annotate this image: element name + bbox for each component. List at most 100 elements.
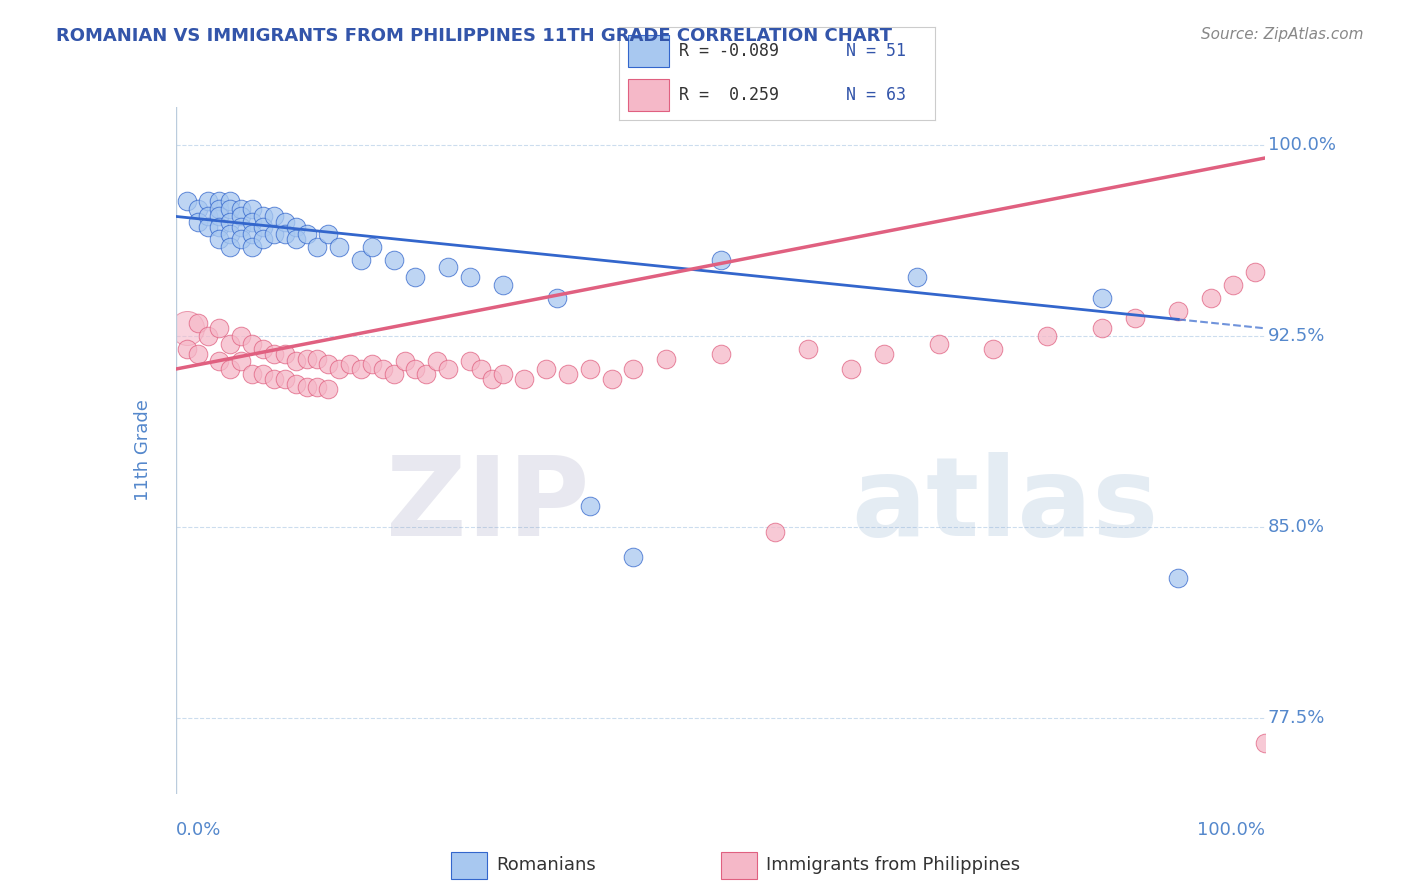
Point <box>252 232 274 246</box>
Point <box>328 240 350 254</box>
Point <box>318 357 340 371</box>
Text: 100.0%: 100.0% <box>1268 136 1336 154</box>
Point <box>405 362 427 376</box>
Point <box>350 362 373 376</box>
Point <box>841 362 863 376</box>
Point <box>1243 265 1265 279</box>
Point <box>492 278 515 293</box>
Point <box>284 354 307 368</box>
Text: ZIP: ZIP <box>387 452 591 559</box>
Point <box>231 210 253 224</box>
Point <box>176 194 198 209</box>
Point <box>219 240 242 254</box>
Point <box>339 357 361 371</box>
Text: R = -0.089: R = -0.089 <box>679 42 779 60</box>
Text: 92.5%: 92.5% <box>1268 327 1324 345</box>
Text: Romanians: Romanians <box>496 856 596 874</box>
Point <box>186 202 209 216</box>
Point <box>208 232 231 246</box>
Point <box>208 354 231 368</box>
Point <box>1123 311 1146 326</box>
Point <box>274 214 297 228</box>
Point <box>208 219 231 234</box>
Point <box>621 550 644 565</box>
Point <box>371 362 394 376</box>
Point <box>579 500 602 514</box>
Point <box>231 219 253 234</box>
Point <box>240 240 263 254</box>
FancyBboxPatch shape <box>628 79 669 111</box>
Point <box>546 291 568 305</box>
Point <box>186 214 209 228</box>
Point <box>231 354 253 368</box>
Text: 77.5%: 77.5% <box>1268 708 1324 727</box>
Point <box>318 227 340 242</box>
Point <box>240 227 263 242</box>
Point <box>1254 736 1277 750</box>
Point <box>208 321 231 335</box>
Point <box>481 372 503 386</box>
Point <box>263 227 285 242</box>
Point <box>763 524 786 539</box>
Point <box>208 202 231 216</box>
Point <box>579 362 602 376</box>
Point <box>208 194 231 209</box>
Point <box>274 347 297 361</box>
Point <box>197 329 219 343</box>
Text: 0.0%: 0.0% <box>176 821 221 838</box>
Point <box>252 210 274 224</box>
Point <box>295 227 318 242</box>
Point <box>470 362 492 376</box>
Point <box>240 367 263 381</box>
Text: ROMANIAN VS IMMIGRANTS FROM PHILIPPINES 11TH GRADE CORRELATION CHART: ROMANIAN VS IMMIGRANTS FROM PHILIPPINES … <box>56 27 893 45</box>
Text: N = 63: N = 63 <box>846 87 907 104</box>
Text: 85.0%: 85.0% <box>1268 517 1324 536</box>
Point <box>350 252 373 267</box>
Point <box>240 336 263 351</box>
Point <box>655 351 678 366</box>
Point <box>295 351 318 366</box>
Point <box>295 380 318 394</box>
Text: Immigrants from Philippines: Immigrants from Philippines <box>766 856 1021 874</box>
Point <box>328 362 350 376</box>
Point <box>318 383 340 397</box>
Point <box>307 351 329 366</box>
Point <box>240 214 263 228</box>
Point <box>186 347 209 361</box>
Point <box>437 362 460 376</box>
Point <box>437 260 460 275</box>
Point <box>492 367 515 381</box>
Point <box>231 329 253 343</box>
Text: 100.0%: 100.0% <box>1198 821 1265 838</box>
Point <box>252 367 274 381</box>
Point <box>263 372 285 386</box>
Point <box>360 357 382 371</box>
Point <box>240 202 263 216</box>
Text: R =  0.259: R = 0.259 <box>679 87 779 104</box>
Point <box>263 347 285 361</box>
FancyBboxPatch shape <box>451 852 486 879</box>
Point <box>1167 303 1189 318</box>
Point <box>382 252 405 267</box>
Point <box>873 347 896 361</box>
Point <box>219 214 242 228</box>
Point <box>284 377 307 392</box>
Point <box>600 372 623 386</box>
Point <box>796 342 818 356</box>
Point <box>1222 278 1244 293</box>
Point <box>252 219 274 234</box>
Point <box>252 342 274 356</box>
Point <box>186 316 209 330</box>
Point <box>905 270 928 285</box>
Point <box>534 362 557 376</box>
Point <box>231 202 253 216</box>
Point <box>1091 291 1114 305</box>
Point <box>307 240 329 254</box>
FancyBboxPatch shape <box>721 852 756 879</box>
Point <box>219 202 242 216</box>
Point <box>1167 571 1189 585</box>
Point <box>710 347 733 361</box>
Point <box>394 354 416 368</box>
Point <box>176 342 198 356</box>
Point <box>219 194 242 209</box>
